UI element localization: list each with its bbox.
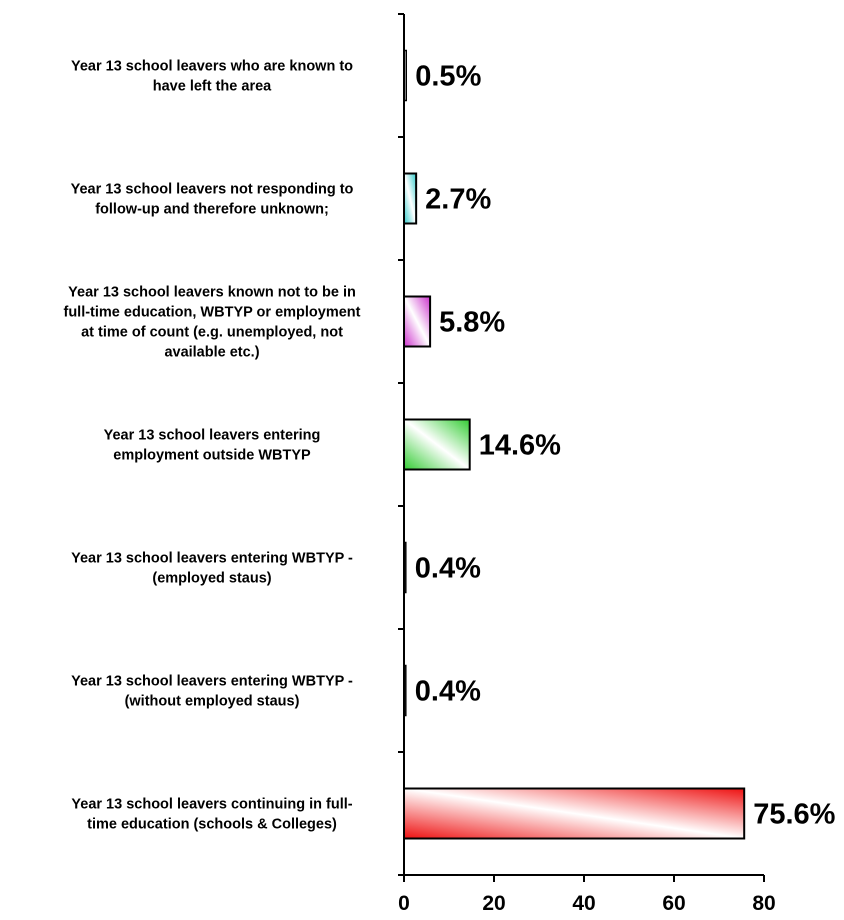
data-label-5: 0.4% — [415, 553, 481, 585]
category-label-1: Year 13 school leavers who are known to h… — [71, 59, 353, 95]
data-label-2: 2.7% — [425, 184, 491, 216]
category-label-3: Year 13 school leavers known not to be i… — [63, 285, 360, 361]
x-tick-label: 80 — [752, 892, 775, 915]
category-label-6: Year 13 school leavers entering WBTYP -(… — [71, 674, 353, 710]
x-tick-label: 20 — [482, 892, 505, 915]
category-label-7: Year 13 school leavers continuing in ful… — [71, 797, 352, 833]
x-tick-label: 0 — [398, 892, 410, 915]
bar-3 — [403, 295, 432, 348]
data-label-3: 5.8% — [439, 307, 505, 339]
data-label-1: 0.5% — [415, 61, 481, 93]
category-label-2: Year 13 school leavers not responding to… — [71, 182, 354, 218]
bar-7 — [403, 787, 746, 840]
data-label-7: 75.6% — [753, 799, 835, 831]
x-tick-label: 40 — [572, 892, 595, 915]
bar-4 — [403, 418, 471, 471]
category-label-5: Year 13 school leavers entering WBTYP -(… — [71, 551, 353, 587]
x-tick-label: 60 — [662, 892, 685, 915]
bar-2 — [403, 172, 418, 225]
data-label-6: 0.4% — [415, 676, 481, 708]
data-label-4: 14.6% — [479, 430, 561, 462]
category-label-4: Year 13 school leavers entering employmen… — [104, 428, 321, 464]
